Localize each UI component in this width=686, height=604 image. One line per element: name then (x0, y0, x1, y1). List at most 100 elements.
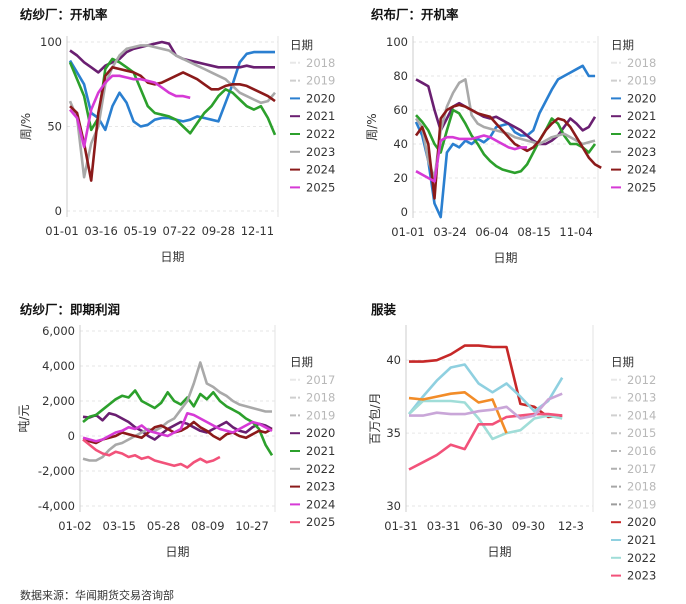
series-line-2025 (69, 74, 191, 149)
y-tick-label: -2,000 (38, 464, 75, 478)
x-tick-label: 06-30 (469, 519, 502, 533)
y-tick-label: 0 (401, 205, 408, 219)
series-line-2025 (82, 438, 221, 469)
x-axis-label: 日期 (160, 250, 184, 264)
x-tick-label: 05-19 (123, 224, 156, 238)
y-tick-label: 50 (47, 120, 62, 134)
x-tick-label: 01-02 (58, 519, 91, 533)
y-tick-label: 40 (393, 137, 408, 151)
y-axis-label: 周/% (19, 113, 33, 140)
x-axis-label: 日期 (165, 545, 189, 559)
series-line-2022 (408, 399, 563, 441)
legend-label: 2019 (306, 408, 335, 422)
legend-label: 2021 (306, 109, 335, 123)
x-axis-label: 日期 (493, 251, 517, 265)
series-line-2022 (82, 361, 272, 462)
y-tick-label: 35 (386, 426, 401, 440)
legend-label: 2024 (306, 497, 335, 511)
chart-title: 服装 (371, 302, 397, 317)
series-line-2022 (415, 108, 597, 175)
chart-title: 纺纱厂：即期利润 (20, 302, 121, 317)
chart-spinning-rate: 0 50 100 01-01 03-16 05-19 07-22 09-28 12-11 日期 周/… (19, 35, 335, 264)
x-tick-label: 03-24 (433, 225, 466, 239)
chart-panel-spinning-profit: 纺纱厂：即期利润 -4,000 -2,000 0 2,000 4,000 6,000 01-… (0, 295, 343, 585)
legend-label: 2023 (627, 145, 656, 159)
legend-label: 2017 (627, 462, 656, 476)
y-axis-label: 吨/元 (17, 404, 31, 432)
legend-title: 日期 (290, 355, 313, 369)
legend-label: 2023 (306, 145, 335, 159)
legend-label: 2022 (306, 127, 335, 141)
x-tick-label: 03-31 (427, 519, 460, 533)
legend-label: 2021 (627, 533, 656, 547)
chart-panel-weaving-rate: 织布厂：开机率 0 20 40 60 80 100 01-01 03-24 06-04 08-15… (343, 0, 686, 290)
legend-label: 2016 (627, 444, 656, 458)
y-tick-label: 30 (386, 499, 401, 513)
series-line-2024 (82, 412, 273, 443)
chart-panel-spinning-rate: 纺纱厂：开机率 0 50 100 01-01 03-16 05-19 07-22 09-28 1… (0, 0, 343, 290)
legend-label: 2023 (306, 480, 335, 494)
legend-label: 2012 (627, 373, 656, 387)
y-tick-label: 0 (55, 204, 62, 218)
series-line-2021 (69, 40, 275, 74)
y-tick-label: 6,000 (42, 324, 75, 338)
y-tick-label: 40 (386, 353, 401, 367)
series-line-2021 (82, 389, 274, 456)
legend-title: 日期 (611, 38, 634, 52)
x-tick-label: 12-11 (241, 224, 274, 238)
chart-title: 织布厂：开机率 (371, 7, 459, 22)
y-tick-label: 60 (393, 103, 408, 117)
y-tick-label: -4,000 (38, 499, 75, 513)
series-line-2020 (414, 64, 595, 219)
series-line-2020 (82, 412, 273, 441)
legend-label: 2018 (306, 391, 335, 405)
series-line-2023 (408, 412, 563, 471)
y-tick-label: 2,000 (42, 394, 75, 408)
series-line-2023 (68, 44, 276, 179)
legend-label: 2021 (306, 444, 335, 458)
legend-label: 2024 (627, 163, 656, 177)
legend-title: 日期 (611, 355, 634, 369)
series-line-2025 (409, 392, 563, 420)
x-tick-label: 09-30 (512, 519, 545, 533)
series-line-2024 (414, 103, 602, 200)
y-tick-label: 80 (393, 69, 408, 83)
legend-label: 2020 (627, 91, 656, 105)
source-note: 数据来源：华闻期货交易咨询部 (20, 589, 174, 602)
series-line-2021 (407, 363, 564, 415)
y-tick-label: 0 (68, 429, 75, 443)
x-tick-label: 01-01 (45, 224, 78, 238)
legend-label: 2020 (306, 91, 335, 105)
y-axis-label: 周/% (365, 113, 379, 140)
legend-label: 2022 (306, 462, 335, 476)
y-tick-label: 100 (40, 35, 62, 49)
x-tick-label: 09-28 (202, 224, 235, 238)
legend-label: 2018 (627, 480, 656, 494)
x-tick-label: 01-01 (391, 225, 424, 239)
series-line-2024 (408, 391, 508, 434)
y-tick-label: 100 (386, 35, 408, 49)
x-tick-label: 06-04 (475, 225, 508, 239)
x-tick-label: 03-16 (84, 224, 117, 238)
legend-label: 2021 (627, 109, 656, 123)
x-tick-label: 07-22 (163, 224, 196, 238)
legend-label: 2023 (627, 569, 656, 583)
legend-label: 2024 (306, 163, 335, 177)
x-tick-label: 08-15 (517, 225, 550, 239)
legend-label: 2022 (627, 127, 656, 141)
chart-title: 纺纱厂：开机率 (20, 7, 108, 22)
x-tick-label: 08-09 (191, 519, 224, 533)
x-tick-label: 12-3 (558, 519, 584, 533)
legend-label: 2019 (627, 74, 656, 88)
x-tick-label: 10-27 (235, 519, 268, 533)
x-tick-label: 01-31 (384, 519, 417, 533)
series-line-2024 (69, 66, 276, 182)
chart-spinning-profit: -4,000 -2,000 0 2,000 4,000 6,000 01-02 03-15 05… (17, 324, 335, 559)
legend-label: 2025 (306, 180, 335, 194)
y-tick-label: 20 (393, 171, 408, 185)
legend-label: 2025 (627, 180, 656, 194)
legend-label: 2022 (627, 551, 656, 565)
series-line-2021 (415, 78, 597, 146)
